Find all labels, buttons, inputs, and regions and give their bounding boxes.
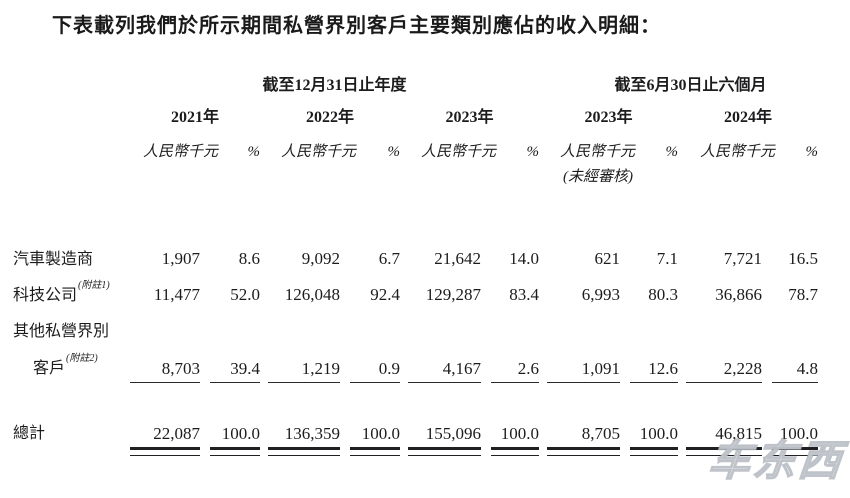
amount-cell: 2,228 (678, 347, 763, 383)
period-header-interim: 截至6月30日止六個月 (614, 77, 767, 94)
single-rule (130, 382, 200, 383)
amount-cell: 6,993 (581, 285, 621, 304)
year-header-row: 2021年 2022年 2023年 2023年 2024年 (13, 97, 818, 130)
single-rule (686, 382, 763, 383)
percent-cell: 39.4 (200, 347, 260, 383)
amount-cell: 36,866 (715, 285, 763, 304)
amount-cell: 129,287 (425, 285, 481, 304)
double-rule (408, 447, 481, 456)
note-superscript: (附註2) (66, 352, 98, 364)
single-rule (630, 382, 679, 383)
double-rule (491, 447, 540, 456)
row-other-private-sector: 其他私營界別 (13, 311, 818, 347)
row-label: 汽車製造商 (13, 251, 94, 268)
unaudited-note: (未經審核) (563, 169, 634, 185)
percent-cell: 6.7 (378, 249, 400, 268)
amount-cell: 9,092 (301, 249, 340, 268)
percent-cell: 16.5 (788, 249, 819, 268)
amount-cell: 21,642 (434, 249, 481, 268)
spacer-row (13, 383, 818, 419)
amount-cell: 46,815 (678, 419, 763, 456)
percent-cell: 2.6 (481, 347, 540, 383)
percent-cell: 100.0 (762, 419, 819, 456)
page-title: 下表載列我們於所示期間私營界別客戶主要類別應佔的收入明細： (52, 15, 661, 37)
percent-cell: 100.0 (340, 419, 400, 456)
percent-header-2023-interim: % (665, 144, 679, 160)
note-superscript: (附註1) (78, 279, 110, 291)
unit-header-2023-interim: 人民幣千元 (560, 144, 636, 160)
amount-cell: 11,477 (153, 285, 200, 304)
row-label: 總計 (13, 425, 46, 442)
amount-cell: 8,703 (130, 347, 200, 383)
percent-cell: 7.1 (656, 249, 679, 268)
row-tech-companies: 科技公司(附註1) 11,477 52.0 126,048 92.4 129,2… (13, 275, 818, 311)
row-auto-manufacturers: 汽車製造商 1,907 8.6 9,092 6.7 21,642 14.0 62… (13, 239, 818, 275)
single-rule (268, 382, 340, 383)
unit-header-2024: 人民幣千元 (700, 144, 776, 160)
double-rule (686, 447, 763, 456)
single-rule (408, 382, 481, 383)
percent-cell: 14.0 (509, 249, 540, 268)
double-rule (268, 447, 340, 456)
amount-cell: 126,048 (284, 285, 340, 304)
single-rule (350, 382, 400, 383)
unit-header-2021: 人民幣千元 (143, 144, 219, 160)
percent-header-2024: % (805, 144, 819, 160)
row-label: 科技公司(附註1) (13, 279, 110, 304)
double-rule (350, 447, 400, 456)
amount-cell: 4,167 (400, 347, 481, 383)
amount-cell: 1,219 (260, 347, 340, 383)
spacer-row (13, 199, 818, 239)
year-header-2023-interim: 2023年 (584, 109, 633, 126)
percent-cell: 52.0 (230, 285, 260, 304)
row-label: 客戶(附註2) (33, 352, 98, 377)
amount-cell: 1,907 (161, 249, 200, 268)
year-header-2023: 2023年 (445, 109, 494, 126)
amount-cell: 7,721 (723, 249, 763, 268)
amount-cell: 136,359 (260, 419, 340, 456)
double-rule (630, 447, 679, 456)
percent-cell: 100.0 (481, 419, 540, 456)
double-rule (547, 447, 621, 456)
unaudited-row: (未經審核) (13, 165, 818, 199)
percent-header-2021: % (247, 144, 261, 160)
percent-header-2022: % (387, 144, 401, 160)
double-rule (772, 447, 819, 456)
single-rule (491, 382, 540, 383)
unit-header-2022: 人民幣千元 (281, 144, 357, 160)
percent-cell: 92.4 (370, 285, 400, 304)
single-rule (547, 382, 621, 383)
percent-cell: 12.6 (620, 347, 679, 383)
percent-cell: 0.9 (340, 347, 400, 383)
amount-cell: 155,096 (400, 419, 481, 456)
single-rule (772, 382, 819, 383)
double-rule (210, 447, 260, 456)
amount-cell: 22,087 (130, 419, 200, 456)
percent-cell: 8.6 (238, 249, 260, 268)
percent-cell: 100.0 (620, 419, 679, 456)
period-header-row: 截至12月31日止年度 截至6月30日止六個月 (13, 61, 818, 97)
percent-header-2023: % (526, 144, 540, 160)
single-rule (210, 382, 260, 383)
amount-cell: 8,705 (539, 419, 621, 456)
amount-cell: 1,091 (539, 347, 621, 383)
amount-cell: 621 (594, 249, 621, 268)
percent-cell: 4.8 (762, 347, 819, 383)
revenue-table: 截至12月31日止年度 截至6月30日止六個月 2021年 2022年 2023… (13, 61, 819, 456)
unit-header-2023: 人民幣千元 (421, 144, 497, 160)
period-header-annual: 截至12月31日止年度 (262, 77, 407, 94)
percent-cell: 78.7 (788, 285, 819, 304)
row-total: 總計 22,087 100.0 136,359 100.0 155,096 10… (13, 419, 819, 456)
row-customers: 客戶(附註2) 8,703 39.4 1,219 0.9 4,167 2.6 1… (13, 347, 819, 383)
year-header-2022: 2022年 (305, 109, 354, 126)
percent-cell: 100.0 (200, 419, 260, 456)
row-label: 其他私營界別 (13, 323, 110, 340)
double-rule (130, 447, 200, 456)
unit-header-row: 人民幣千元 % 人民幣千元 % 人民幣千元 % 人民幣千元 % 人民幣千元 % (13, 130, 818, 165)
year-header-2021: 2021年 (170, 109, 219, 126)
year-header-2024: 2024年 (724, 109, 773, 126)
percent-cell: 80.3 (648, 285, 679, 304)
percent-cell: 83.4 (509, 285, 540, 304)
